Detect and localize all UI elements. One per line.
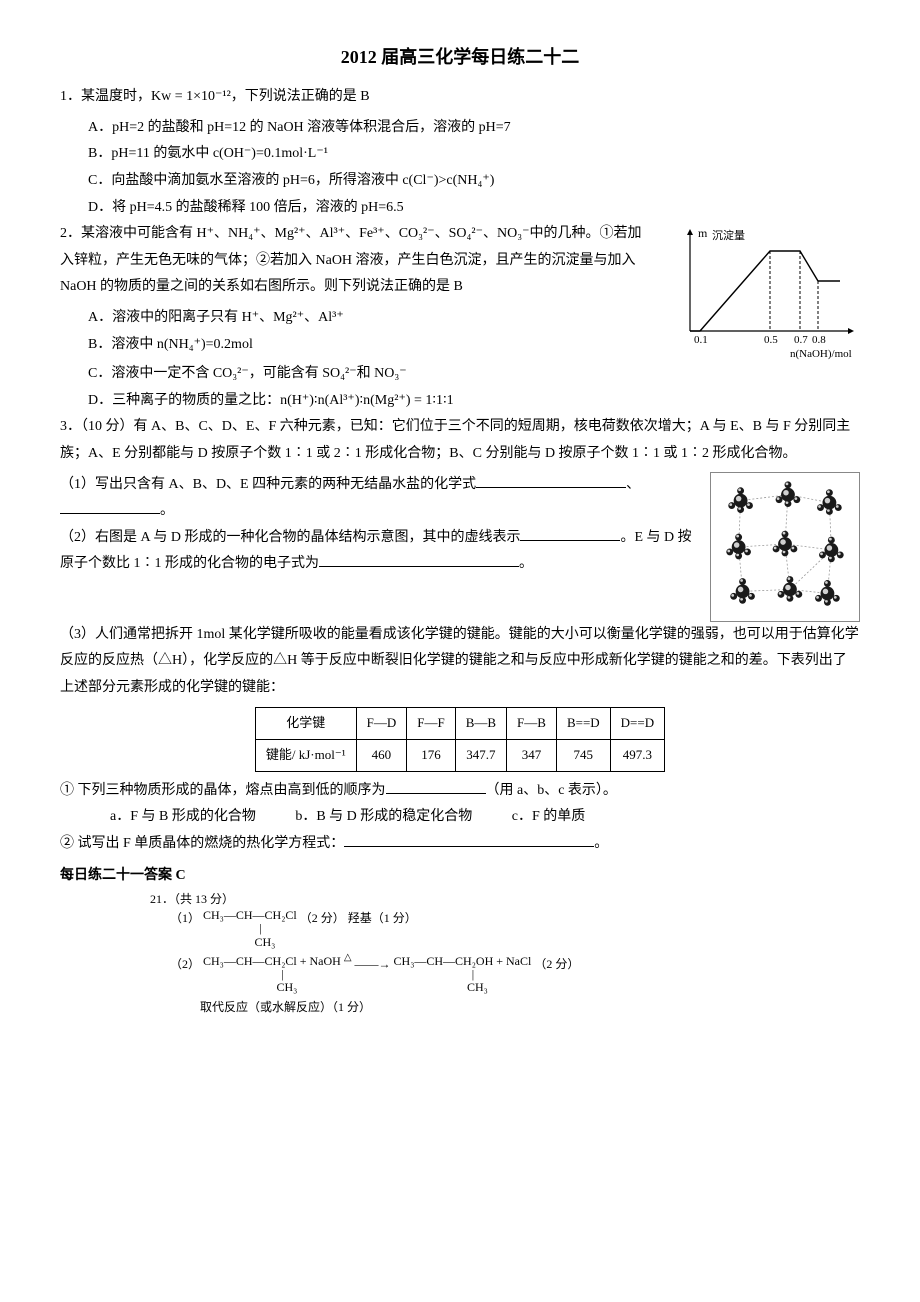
ans-l2a: （2） xyxy=(170,957,200,971)
table-cell: 497.3 xyxy=(610,740,664,772)
q3-sub1: ① 下列三种物质形成的晶体，熔点由高到低的顺序为 （用 a、b、c 表示）。 xyxy=(60,778,860,805)
q3-s1a: ① 下列三种物质形成的晶体，熔点由高到低的顺序为 xyxy=(60,783,386,798)
table-cell: 745 xyxy=(556,740,610,772)
ans-21-3: 取代反应（或水解反应）（1 分） xyxy=(150,998,860,1017)
ans-l1b: （2 分） 羟基（1 分） xyxy=(300,911,417,925)
table-cell: 键能/ kJ·mol⁻¹ xyxy=(255,740,356,772)
q3-sub2: ② 试写出 F 单质晶体的燃烧的热化学方程式： 。 xyxy=(60,831,860,858)
table-header-cell: F—B xyxy=(507,708,557,740)
struct2r-bar: | xyxy=(451,967,474,981)
ans-21-1: （1） CH₃—CH—CH₂Cl | CH₃ （2 分） 羟基（1 分） xyxy=(150,909,860,949)
reaction-arrow: △ ——→ xyxy=(344,957,394,971)
q2-opt-b: B．溶液中 n(NH₄⁺)=0.2mol xyxy=(60,332,650,359)
q3-s2b: 。 xyxy=(594,836,608,851)
blank-formula1[interactable] xyxy=(476,472,626,487)
table-header-cell: B==D xyxy=(556,708,610,740)
q1-opt-c: C．向盐酸中滴加氨水至溶液的 pH=6，所得溶液中 c(Cl⁻)>c(NH₄⁺) xyxy=(60,168,860,195)
q1-opt-d: D．将 pH=4.5 的盐酸稀释 100 倍后，溶液的 pH=6.5 xyxy=(60,195,860,222)
table-header-cell: D==D xyxy=(610,708,664,740)
struct2l-bot: CH₃ xyxy=(246,980,297,994)
ans-l2b: （2 分） xyxy=(534,957,579,971)
page-title: 2012 届高三化学每日练二十二 xyxy=(60,40,860,74)
q1-stem: 1．某温度时，Kw = 1×10⁻¹²，下列说法正确的是 B xyxy=(60,84,860,111)
q3-p2c: 。 xyxy=(519,556,533,571)
q3-part1: （1）写出只含有 A、B、D、E 四种元素的两种无结晶水盐的化学式 、。 xyxy=(60,472,700,525)
abc-b: b．B 与 D 形成的稳定化合物 xyxy=(295,809,472,824)
ans-21-2: （2） CH₃—CH—CH₂Cl + NaOH | CH₃ △ ——→ CH₃—… xyxy=(150,955,860,995)
svg-text:0.8: 0.8 xyxy=(812,334,826,346)
table-cell: 347 xyxy=(507,740,557,772)
struct2r: CH₃—CH—CH₂OH + NaCl | CH₃ xyxy=(394,955,532,995)
q3-p1b: 、 xyxy=(626,477,640,492)
table-cell: 460 xyxy=(356,740,407,772)
q2-stem: 2．某溶液中可能含有 H⁺、NH₄⁺、Mg²⁺、Al³⁺、Fe³⁺、CO₃²⁻、… xyxy=(60,221,650,301)
q2-opt-d: D．三种离子的物质的量之比：n(H⁺)∶n(Al³⁺)∶n(Mg²⁺) = 1∶… xyxy=(60,388,860,415)
q3-stem: 3．（10 分）有 A、B、C、D、E、F 六种元素，已知：它们位于三个不同的短… xyxy=(60,414,860,467)
abc-a: a．F 与 B 形成的化合物 xyxy=(110,809,256,824)
table-header-cell: 化学键 xyxy=(255,708,356,740)
svg-text:m: m xyxy=(698,226,708,240)
svg-text:沉淀量: 沉淀量 xyxy=(712,228,745,242)
svg-text:0.7: 0.7 xyxy=(794,334,808,346)
struct2r-bot: CH₃ xyxy=(437,980,488,994)
blank-dashed[interactable] xyxy=(520,525,620,540)
struct1-top: CH₃—CH—CH₂Cl xyxy=(203,908,297,922)
answer-block: 21．（共 13 分） （1） CH₃—CH—CH₂Cl | CH₃ （2 分）… xyxy=(60,890,860,1018)
table-header-cell: B—B xyxy=(455,708,506,740)
struct2l-top: CH₃—CH—CH₂Cl + NaOH xyxy=(203,954,341,968)
blank-thermo[interactable] xyxy=(344,831,594,846)
table-header-cell: F—F xyxy=(407,708,455,740)
q3-abc: a．F 与 B 形成的化合物 b．B 与 D 形成的稳定化合物 c．F 的单质 xyxy=(60,804,860,831)
svg-text:0.1: 0.1 xyxy=(694,334,708,346)
q3-s2a: ② 试写出 F 单质晶体的燃烧的热化学方程式： xyxy=(60,836,344,851)
q1-opt-a: A．pH=2 的盐酸和 pH=12 的 NaOH 溶液等体积混合后，溶液的 pH… xyxy=(60,115,860,142)
abc-c: c．F 的单质 xyxy=(512,809,586,824)
struct1-bot: CH₃ xyxy=(224,935,275,949)
crystal-diagram xyxy=(710,472,860,622)
precipitate-chart: m 沉淀量 n(NaOH)/mol 0.1 0.5 0.7 0.8 xyxy=(660,221,860,361)
struct2l-bar: | xyxy=(260,967,283,981)
blank-electron[interactable] xyxy=(319,552,519,567)
svg-text:n(NaOH)/mol: n(NaOH)/mol xyxy=(790,348,852,360)
q3-part2: （2）右图是 A 与 D 形成的一种化合物的晶体结构示意图，其中的虚线表示。E … xyxy=(60,525,700,578)
answer-heading: 每日练二十一答案 C xyxy=(60,863,860,890)
svg-text:0.5: 0.5 xyxy=(764,334,778,346)
q3-part3: （3）人们通常把拆开 1mol 某化学键所吸收的能量看成该化学键的键能。键能的大… xyxy=(60,622,860,702)
table-cell: 176 xyxy=(407,740,455,772)
arrow-delta-icon: △ xyxy=(344,950,352,966)
table-header-cell: F—D xyxy=(356,708,407,740)
q2-opt-c: C．溶液中一定不含 CO₃²⁻，可能含有 SO₄²⁻和 NO₃⁻ xyxy=(60,361,860,388)
ans-l1a: （1） xyxy=(170,911,200,925)
q3-p1a: （1）写出只含有 A、B、D、E 四种元素的两种无结晶水盐的化学式 xyxy=(60,477,476,492)
q3-p1c: 。 xyxy=(160,503,174,518)
struct2r-top: CH₃—CH—CH₂OH + NaCl xyxy=(394,954,532,968)
struct1-bar: | xyxy=(238,921,261,935)
q1-opt-b: B．pH=11 的氨水中 c(OH⁻)=0.1mol·L⁻¹ xyxy=(60,141,860,168)
table-cell: 347.7 xyxy=(455,740,506,772)
bond-energy-table: 化学键F—DF—FB—BF—BB==DD==D 键能/ kJ·mol⁻¹4601… xyxy=(255,707,665,771)
q3-s1b: （用 a、b、c 表示）。 xyxy=(486,783,617,798)
blank-order[interactable] xyxy=(386,778,486,793)
struct2l: CH₃—CH—CH₂Cl + NaOH | CH₃ xyxy=(203,955,341,995)
q3-p2a: （2）右图是 A 与 D 形成的一种化合物的晶体结构示意图，其中的虚线表示 xyxy=(60,530,520,545)
blank-formula2[interactable] xyxy=(60,499,160,514)
struct1: CH₃—CH—CH₂Cl | CH₃ xyxy=(203,909,297,949)
ans-21: 21．（共 13 分） xyxy=(150,890,860,909)
q2-opt-a: A．溶液中的阳离子只有 H⁺、Mg²⁺、Al³⁺ xyxy=(60,305,650,332)
